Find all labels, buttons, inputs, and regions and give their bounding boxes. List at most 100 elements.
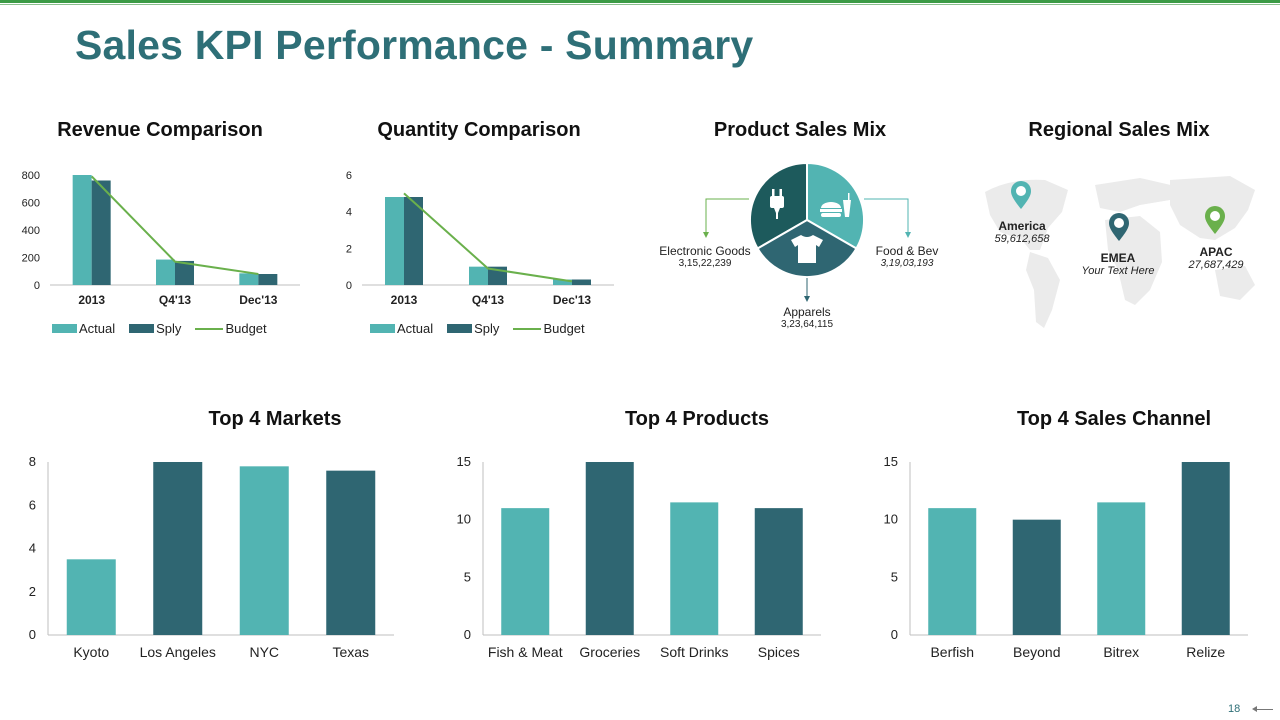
products-x-tick-label: Groceries [579,644,640,660]
markets-y-tick-label: 2 [29,584,36,599]
regional-mix-title: Regional Sales Mix [1028,119,1210,141]
tshirt-icon [791,235,823,263]
region-name: EMEA [1100,251,1136,265]
revenue-bar-sply [258,274,278,285]
revenue-y-tick-label: 0 [34,280,40,292]
region-emea: EMEA Your Text Here [1068,251,1168,277]
revenue-budget-line [90,175,259,275]
page-number: 18 [1228,703,1241,715]
food-icon [820,193,851,217]
markets-y-tick-label: 4 [29,541,36,556]
revenue-y-tick-label: 200 [22,253,40,265]
quantity-bar-actual [553,279,572,285]
markets-bar [153,462,203,635]
product-mix-title: Product Sales Mix [713,119,887,141]
revenue-bar-actual [156,259,175,285]
revenue-x-tick-label: Q4'13 [159,293,192,307]
channels-y-tick-label: 0 [891,627,898,642]
quantity-budget-line [403,192,573,283]
legend-label: Actual [79,321,116,336]
quantity-bar-sply [572,279,591,285]
plug-icon [770,189,784,219]
revenue-bar-actual [72,175,92,285]
arrow-left-icon [1252,706,1257,712]
legend-label: Actual [397,321,434,336]
revenue-bar-sply [175,260,194,285]
markets-y-tick-label: 8 [29,454,36,469]
pie-label-apparels: Apparels 3,23,64,115 [757,305,857,330]
products-y-tick-label: 15 [457,454,471,469]
region-america: America 59,612,658 [982,219,1062,245]
top-accent-line [0,4,1280,5]
map-pin-icon [1205,206,1225,234]
products-x-tick-label: Soft Drinks [660,644,728,660]
channels-y-tick-label: 15 [884,454,898,469]
revenue-y-tick-label: 600 [22,198,40,210]
region-name: APAC [1199,245,1233,259]
revenue-y-tick-label: 800 [22,170,40,182]
slice-value: 3,23,64,115 [780,319,834,330]
page-title: Sales KPI Performance - Summary [75,22,754,68]
channels-x-tick-label: Relize [1186,644,1225,660]
channels-bar [1097,502,1146,635]
region-value: 59,612,658 [994,233,1050,245]
region-name: America [998,219,1046,233]
map-pin-icon [1011,181,1031,209]
pie-label-electronic: Electronic Goods 3,15,22,239 [640,244,770,269]
products-x-tick-label: Fish & Meat [488,644,563,660]
region-apac: APAC 27,687,429 [1176,245,1256,271]
channels-bar [1181,462,1230,635]
products-y-tick-label: 5 [464,569,471,584]
connector-arrow [804,296,810,302]
channels-y-tick-label: 5 [891,569,898,584]
actual-swatch [52,324,77,333]
legend-label: Sply [474,321,500,336]
products-chart-title: Top 4 Products [624,408,770,430]
channels-x-tick-label: Berfish [930,644,974,660]
products-x-tick-label: Spices [758,644,800,660]
connector-arrow [905,232,911,238]
channels-chart-title: Top 4 Sales Channel [1016,408,1212,430]
quantity-y-tick-label: 4 [346,207,352,219]
top-accent-bar [0,0,1280,3]
markets-x-tick-label: NYC [249,644,279,660]
markets-y-tick-label: 6 [29,497,36,512]
revenue-chart-title: Revenue Comparison [57,119,263,141]
markets-x-tick-label: Los Angeles [140,644,216,660]
revenue-x-tick-label: 2013 [78,293,105,307]
quantity-x-tick-label: Dec'13 [553,293,592,307]
actual-swatch [370,324,395,333]
sply-swatch [447,324,473,333]
products-bar [501,508,550,635]
channels-y-tick-label: 10 [884,512,898,527]
budget-swatch [513,327,542,330]
revenue-bar-sply [91,180,111,285]
slice-value: 3,19,03,193 [880,258,934,269]
channels-bar [928,508,977,635]
region-value: 27,687,429 [1188,259,1244,271]
revenue-y-tick-label: 400 [22,225,40,237]
channels-x-tick-label: Bitrex [1103,644,1139,660]
map-pin-icon [1109,213,1129,241]
markets-bar [239,466,289,635]
products-bar [670,502,719,635]
connector-electronic [705,198,749,234]
quantity-bar-sply [404,197,423,285]
legend-label: Sply [156,321,182,336]
sply-swatch [129,324,155,333]
markets-y-tick-label: 0 [29,627,36,642]
channels-x-tick-label: Beyond [1013,644,1060,660]
slice-name: Apparels [783,305,831,319]
pie-label-food: Food & Bev 3,19,03,193 [857,244,957,269]
slice-name: Electronic Goods [659,244,751,258]
products-bar [585,462,634,635]
revenue-bar-actual [239,273,259,285]
connector-food [864,198,909,234]
quantity-y-tick-label: 2 [346,243,352,255]
products-y-tick-label: 10 [457,512,471,527]
region-value: Your Text Here [1081,265,1155,277]
quantity-y-tick-label: 0 [346,280,352,292]
